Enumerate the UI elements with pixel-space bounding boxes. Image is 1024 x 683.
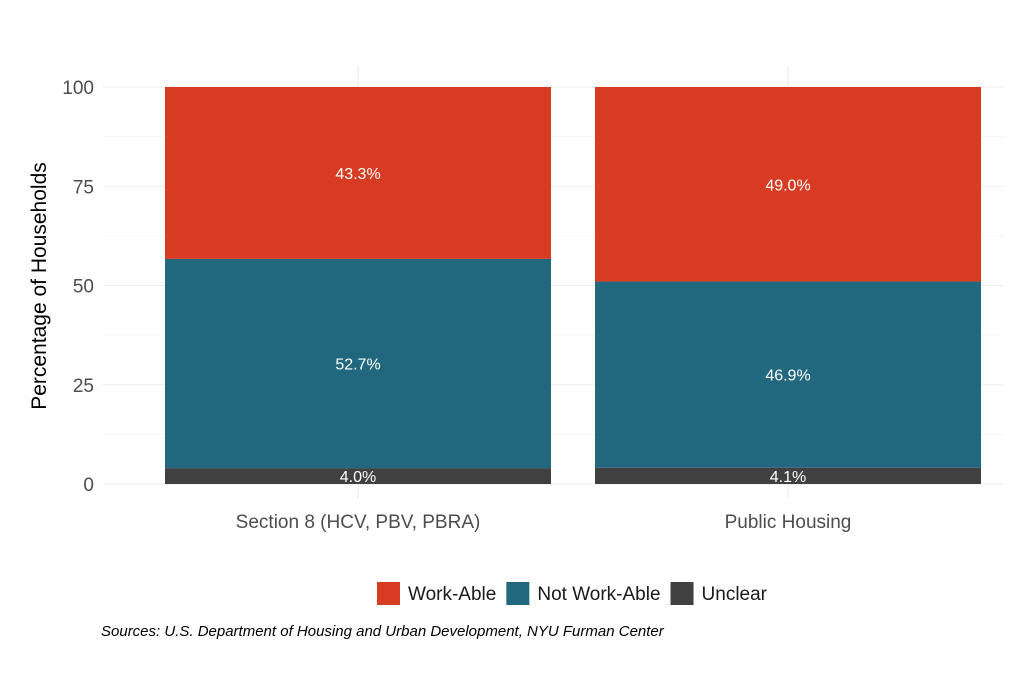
bar-segment bbox=[165, 468, 551, 484]
bar-segment bbox=[595, 281, 981, 468]
data-label: 4.1% bbox=[770, 469, 806, 486]
y-tick-label: 0 bbox=[83, 475, 94, 496]
legend-swatch bbox=[506, 582, 530, 605]
legend-swatch bbox=[377, 582, 400, 605]
bar-segment bbox=[595, 87, 981, 282]
source-note: Sources: U.S. Department of Housing and … bbox=[101, 623, 665, 640]
bar-segment bbox=[165, 87, 551, 259]
data-label: 46.9% bbox=[765, 368, 810, 385]
y-axis-ticks: 0 25 50 75 100 bbox=[62, 78, 94, 496]
data-label: 4.0% bbox=[340, 469, 376, 486]
data-label: 49.0% bbox=[765, 177, 810, 194]
bar-segment bbox=[595, 467, 981, 484]
x-tick-label: Section 8 (HCV, PBV, PBRA) bbox=[236, 512, 481, 533]
y-tick-label: 75 bbox=[73, 177, 94, 198]
x-axis-ticks: Section 8 (HCV, PBV, PBRA) Public Housing bbox=[236, 512, 852, 533]
x-tick-label: Public Housing bbox=[725, 512, 852, 533]
legend-item: Unclear bbox=[670, 582, 768, 605]
data-label: 52.7% bbox=[335, 357, 380, 374]
legend-swatch bbox=[670, 582, 694, 605]
legend-item: Not Work-Able bbox=[506, 582, 661, 605]
y-tick-label: 25 bbox=[73, 376, 94, 397]
bars: 4.0% 52.7% 43.3% 4.1% 46.9% 49.0% bbox=[165, 87, 981, 486]
legend-label: Work-Able bbox=[408, 584, 496, 605]
data-label: 43.3% bbox=[335, 166, 380, 183]
legend-label: Not Work-Able bbox=[537, 584, 660, 605]
legend-label: Unclear bbox=[702, 584, 768, 605]
legend: Work-Able Not Work-Able Unclear bbox=[377, 582, 768, 605]
y-tick-label: 50 bbox=[73, 277, 94, 298]
bar-segment bbox=[165, 258, 551, 469]
y-tick-label: 100 bbox=[62, 78, 94, 99]
y-axis-label: Percentage of Households bbox=[28, 162, 51, 410]
legend-item: Work-Able bbox=[377, 582, 496, 605]
